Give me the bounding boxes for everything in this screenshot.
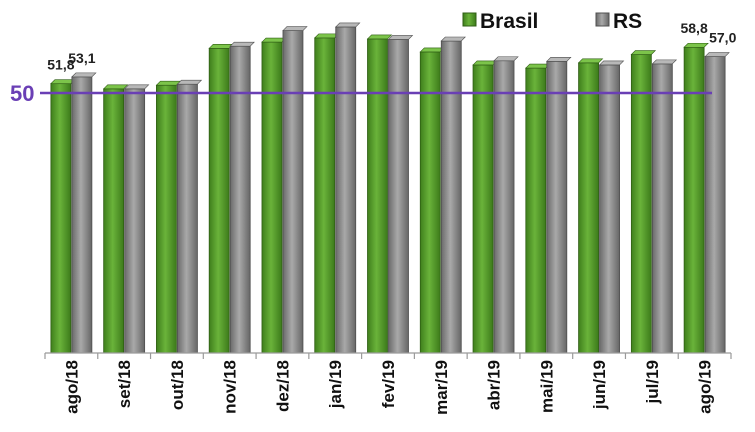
x-axis: [44, 352, 732, 359]
data-label-rs-ago-19: 57,0: [709, 30, 736, 46]
legend-swatch-rs: [595, 12, 610, 27]
bar-rs-jan-19: [335, 22, 361, 354]
bar-rs-jun-19: [598, 60, 625, 354]
bar-brasil-set-18: [102, 84, 129, 354]
legend-item-brasil: Brasil: [462, 10, 538, 33]
bar-rs-ago-18: [71, 72, 97, 354]
x-tick-label-jun-19: jun/19: [590, 360, 609, 410]
x-tick-label-ago-19: ago/19: [696, 360, 715, 414]
plot-area: [50, 22, 730, 354]
data-labels: 51,853,1 58,857,0: [47, 20, 736, 72]
bar-rs-out-18: [176, 79, 203, 354]
bar-rs-nov-18: [229, 41, 255, 354]
bar-rs-abr-19: [493, 56, 519, 354]
legend-label-rs: RS: [613, 10, 642, 33]
x-tick-label-jan-19: jan/19: [326, 360, 345, 409]
legend-item-rs: RS: [595, 10, 642, 33]
x-tick-label-abr-19: abr/19: [485, 360, 504, 410]
bar-brasil-abr-19: [472, 60, 498, 354]
bar-rs-fev-19: [387, 35, 414, 354]
legend-label-brasil: Brasil: [480, 10, 538, 33]
x-tick-label-mai-19: mai/19: [537, 360, 556, 413]
legend-swatch-brasil: [462, 12, 477, 27]
bar-brasil-fev-19: [366, 34, 393, 354]
legend: Brasil RS: [462, 10, 642, 33]
reference-line-group: 50: [10, 81, 712, 106]
bar-brasil-jun-19: [577, 58, 604, 354]
bar-brasil-nov-18: [208, 43, 234, 354]
x-tick-label-set-18: set/18: [115, 360, 134, 408]
bar-rs-mai-19: [546, 56, 572, 354]
data-label-brasil-ago-19: 58,8: [680, 20, 707, 36]
bar-rs-mar-19: [440, 36, 466, 354]
bar-rs-dez-18: [282, 26, 308, 354]
x-tick-label-ago-18: ago/18: [62, 360, 81, 414]
x-tick-labels: ago/18 set/18 out/18 nov/18 dez/18 jan/19 fev/…: [62, 360, 714, 415]
x-tick-label-fev-19: fev/19: [379, 360, 398, 408]
bar-rs-ago-19: [704, 52, 730, 354]
data-label-rs-ago-18: 53,1: [68, 50, 95, 66]
bar-brasil-dez-18: [261, 37, 287, 354]
x-tick-label-nov-18: nov/18: [221, 360, 240, 414]
bar-brasil-mai-19: [525, 63, 551, 354]
x-tick-label-mar-19: mar/19: [432, 360, 451, 415]
reference-line-label: 50: [10, 81, 34, 106]
bar-brasil-ago-19: [683, 42, 709, 354]
x-tick-label-dez-18: dez/18: [273, 360, 292, 412]
bar-rs-set-18: [123, 84, 150, 354]
bar-rs-jul-19: [651, 59, 678, 354]
data-label-brasil-ago-18: 51,8: [47, 57, 74, 73]
bar-brasil-jul-19: [630, 50, 657, 354]
bar-brasil-out-18: [155, 80, 182, 354]
x-tick-label-out-18: out/18: [168, 360, 187, 410]
bar-brasil-ago-18: [50, 79, 76, 354]
bar-brasil-jan-19: [314, 33, 340, 354]
x-tick-label-jul-19: jul/19: [643, 360, 662, 404]
